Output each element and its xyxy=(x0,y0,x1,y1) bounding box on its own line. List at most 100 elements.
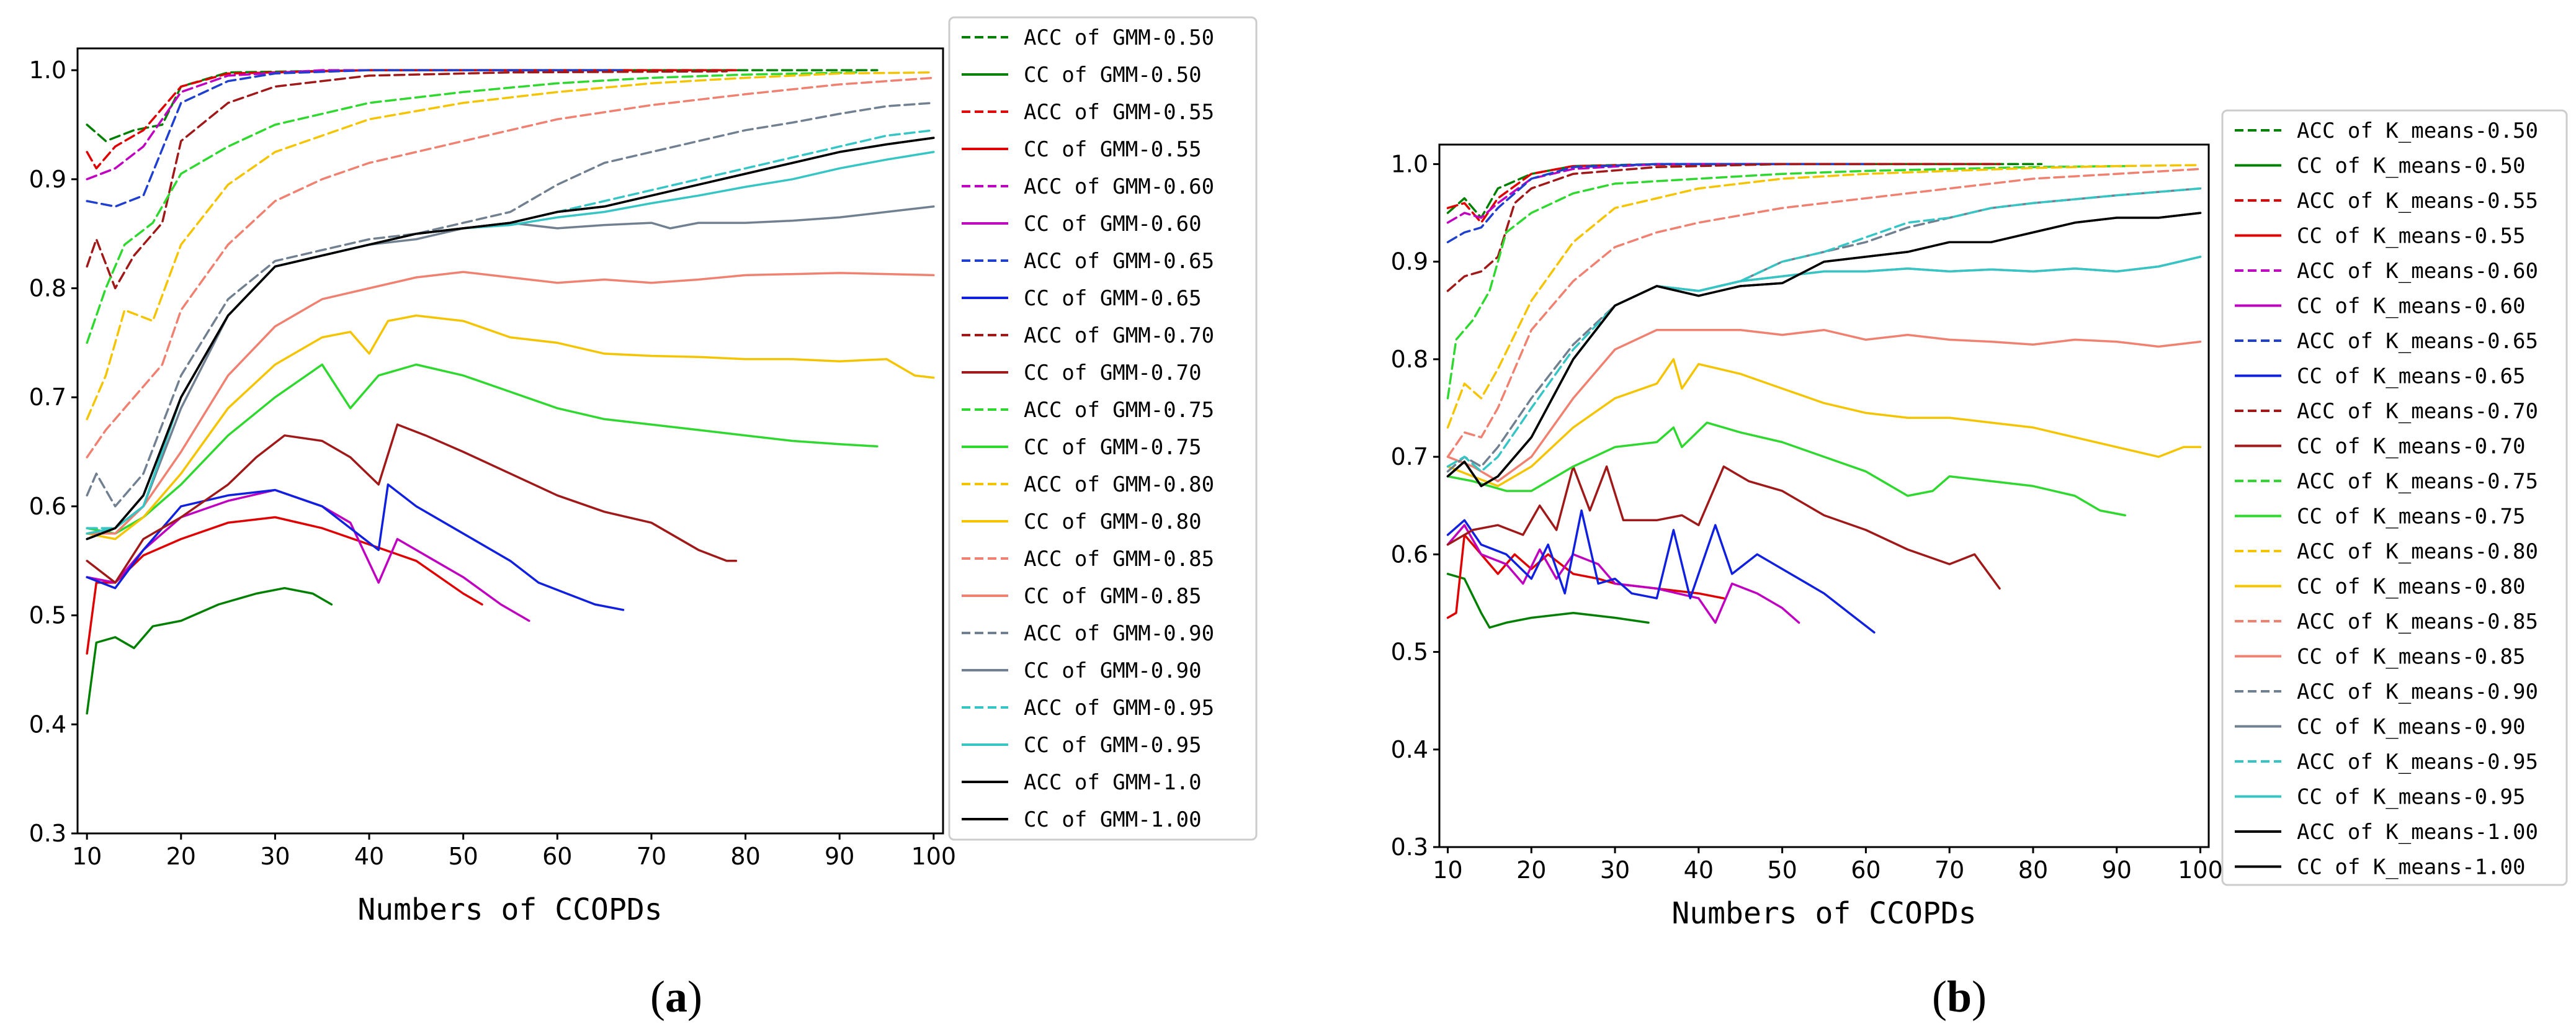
panel-b-legend-label-9: CC of K_means-0.70 xyxy=(2297,434,2525,459)
panel-b-caption: (b) xyxy=(1932,972,1987,1021)
panel-a-gmm-chart: 10 20 30 40 50 60 70 80 90 100 0.3 0.4 0.5 0.6 0.7 0.8 0… xyxy=(29,16,1258,1021)
panel-b-y-tick-label-0: 0.3 xyxy=(1391,833,1428,861)
panel-a-series-line-13 xyxy=(86,314,935,541)
panel-b-x-tick-label-0: 10 xyxy=(1433,856,1462,884)
panel-a-legend-label-3: CC of GMM-0.55 xyxy=(1024,137,1202,162)
panel-a-series-line-6 xyxy=(86,69,625,208)
panel-b-series-group xyxy=(1446,163,2202,634)
panel-b-legend-label-18: ACC of K_means-0.95 xyxy=(2297,750,2538,774)
panel-b-legend-label-1: CC of K_means-0.50 xyxy=(2297,154,2525,179)
panel-b-x-tick-label-3: 40 xyxy=(1684,856,1714,884)
panel-b-series-line-14 xyxy=(1446,168,2202,458)
panel-a-x-tick-label-8: 90 xyxy=(825,843,854,870)
panel-b-x-tick-label-8: 90 xyxy=(2102,856,2132,884)
panel-a-x-tick-label-7: 80 xyxy=(730,843,760,870)
panel-a-series-line-12 xyxy=(86,71,935,421)
panel-a-series-line-15 xyxy=(86,271,935,535)
panel-b-legend-label-10: ACC of K_means-0.75 xyxy=(2297,469,2538,494)
panel-a-legend-label-10: ACC of GMM-0.75 xyxy=(1024,398,1214,423)
panel-a-series-line-7 xyxy=(86,483,625,611)
panel-a-series-line-21 xyxy=(86,137,935,541)
panel-b-x-tick-label-4: 50 xyxy=(1767,856,1797,884)
panel-b-series-line-13 xyxy=(1446,358,2202,488)
panel-b-series-line-11 xyxy=(1446,421,2126,517)
panel-a-legend-label-7: CC of GMM-0.65 xyxy=(1024,286,1202,311)
panel-b-series-line-6 xyxy=(1446,163,1876,243)
panel-a-x-tick-label-4: 50 xyxy=(449,843,478,870)
panel-a-plot-frame xyxy=(76,47,944,835)
panel-a-x-tick-label-5: 60 xyxy=(542,843,572,870)
panel-b-x-tick-label-2: 30 xyxy=(1600,856,1630,884)
panel-b-legend-label-6: ACC of K_means-0.65 xyxy=(2297,329,2538,354)
panel-a-legend-label-21: CC of GMM-1.00 xyxy=(1024,807,1202,832)
panel-b-legend: ACC of K_means-0.50 CC of K_means-0.50 ACC… xyxy=(2221,109,2568,886)
panel-b-legend-label-21: CC of K_means-1.00 xyxy=(2297,855,2525,880)
panel-a-series-line-10 xyxy=(86,71,860,344)
panel-b-series-line-19 xyxy=(1446,256,2202,488)
panel-a-caption: (a) xyxy=(650,972,702,1021)
panel-a-series-group xyxy=(86,69,935,715)
panel-b-y-tick-label-6: 0.9 xyxy=(1391,248,1428,276)
panel-b-series-line-9 xyxy=(1446,465,2001,590)
panel-b-series-line-17 xyxy=(1446,256,2202,488)
panel-b-legend-label-11: CC of K_means-0.75 xyxy=(2297,505,2525,529)
panel-b-plot-frame xyxy=(1438,143,2210,848)
panel-a-legend-label-13: CC of GMM-0.80 xyxy=(1024,509,1202,534)
panel-b-legend-label-2: ACC of K_means-0.55 xyxy=(2297,189,2538,213)
panel-a-x-axis-label: Numbers of CCOPDs xyxy=(357,892,662,927)
panel-b-series-line-10 xyxy=(1446,164,2126,400)
panel-b-kmeans-chart: 10 20 30 40 50 60 70 80 90 100 0.3 0.4 0.5 0.6 0.7 0.8 0… xyxy=(1391,109,2568,1021)
panel-b-x-tick-label-6: 70 xyxy=(1934,856,1964,884)
panel-a-series-line-16 xyxy=(86,102,935,508)
panel-a-x-tick-label-6: 70 xyxy=(637,843,666,870)
panel-b-x-axis-label: Numbers of CCOPDs xyxy=(1671,896,1976,931)
panel-a-legend-label-17: CC of GMM-0.90 xyxy=(1024,658,1202,683)
panel-a-series-line-5 xyxy=(86,488,530,622)
panel-b-y-tick-label-5: 0.8 xyxy=(1391,346,1428,373)
panel-a-y-tick-label-7: 1.0 xyxy=(29,56,66,84)
panel-a-series-line-8 xyxy=(86,70,728,290)
panel-a-legend-label-0: ACC of GMM-0.50 xyxy=(1024,25,1214,50)
panel-a-series-line-4 xyxy=(86,69,530,181)
panel-b-legend-box xyxy=(2221,109,2568,886)
panel-a-series-line-14 xyxy=(86,76,935,459)
panel-a-legend-label-4: ACC of GMM-0.60 xyxy=(1024,174,1214,199)
panel-a-y-tick-label-2: 0.5 xyxy=(29,602,66,629)
panel-a-legend-label-8: ACC of GMM-0.70 xyxy=(1024,323,1214,348)
panel-a-series-line-1 xyxy=(86,586,333,715)
panel-a-series-line-18 xyxy=(86,129,935,529)
panel-b-legend-label-19: CC of K_means-0.95 xyxy=(2297,785,2525,810)
panel-a-legend: ACC of GMM-0.50 CC of GMM-0.50 ACC of GMM-… xyxy=(948,16,1258,841)
panel-a-legend-label-15: CC of GMM-0.85 xyxy=(1024,584,1202,609)
panel-a-legend-label-6: ACC of GMM-0.65 xyxy=(1024,249,1214,274)
panel-a-series-line-17 xyxy=(86,205,935,535)
panel-a-legend-label-9: CC of GMM-0.70 xyxy=(1024,361,1202,385)
panel-a-y-tick-label-0: 0.3 xyxy=(29,820,66,847)
panel-b-legend-label-16: ACC of K_means-0.90 xyxy=(2297,680,2538,704)
panel-b-series-line-1 xyxy=(1446,573,1650,629)
panel-a-legend-label-2: ACC of GMM-0.55 xyxy=(1024,100,1214,125)
panel-b-legend-label-5: CC of K_means-0.60 xyxy=(2297,294,2525,319)
panel-b-series-line-20 xyxy=(1446,212,2202,488)
panel-a-series-line-11 xyxy=(86,363,879,535)
panel-a-legend-box xyxy=(948,16,1258,841)
panel-b-series-line-12 xyxy=(1446,164,2202,429)
panel-a-legend-label-16: ACC of GMM-0.90 xyxy=(1024,621,1214,646)
panel-b-y-tick-label-4: 0.7 xyxy=(1391,443,1428,470)
panel-b-series-line-21 xyxy=(1446,212,2202,488)
panel-a-y-tick-label-4: 0.7 xyxy=(29,384,66,411)
panel-b-y-tick-label-3: 0.6 xyxy=(1391,541,1428,568)
panel-b-y-tick-label-2: 0.5 xyxy=(1391,639,1428,666)
panel-b-legend-label-8: ACC of K_means-0.70 xyxy=(2297,399,2538,424)
panel-a-legend-label-19: CC of GMM-0.95 xyxy=(1024,733,1202,758)
panel-b-series-line-8 xyxy=(1446,163,2001,292)
panel-a-legend-label-14: ACC of GMM-0.85 xyxy=(1024,547,1214,572)
panel-a-x-tick-label-1: 20 xyxy=(166,843,196,870)
panel-b-y-tick-label-1: 0.4 xyxy=(1391,736,1428,763)
panel-a-legend-label-1: CC of GMM-0.50 xyxy=(1024,63,1202,87)
panel-a-y-tick-label-6: 0.9 xyxy=(29,166,66,193)
panel-a-x-tick-label-3: 40 xyxy=(354,843,384,870)
panel-a-legend-label-11: CC of GMM-0.75 xyxy=(1024,435,1202,460)
panel-b-series-line-15 xyxy=(1446,328,2202,483)
